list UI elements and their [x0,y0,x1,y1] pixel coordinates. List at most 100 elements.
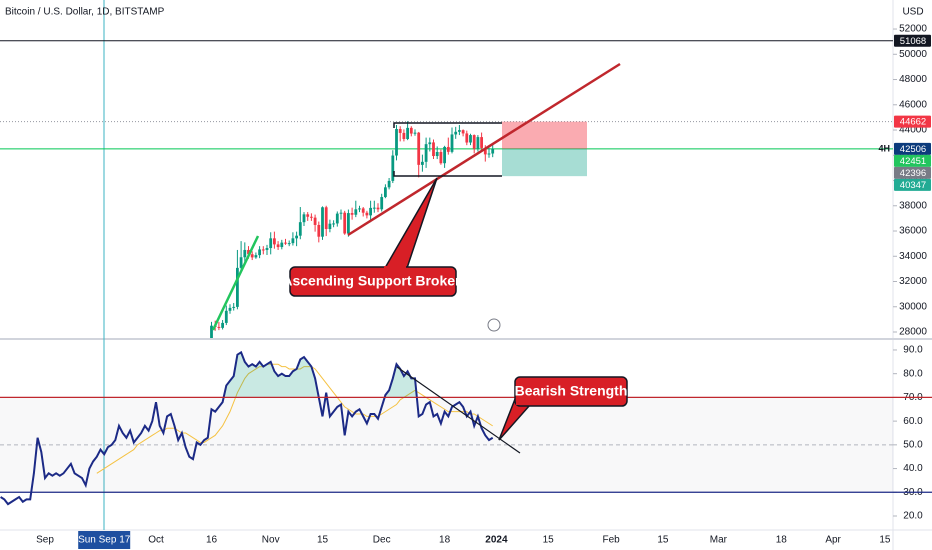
candle-body [465,133,469,143]
x-tick-label: 18 [439,535,451,546]
candle-body [228,307,232,311]
y-tick-label: 36000 [899,226,927,237]
candle-body [384,187,387,198]
candle-body [372,207,376,209]
price-label: 42451 [900,156,926,167]
callout-text: Ascending Support Broken [282,273,463,289]
candle-body [483,147,487,155]
price-label: 42506 [900,144,926,155]
candle-body [335,213,339,224]
x-tick-label: Sep [36,535,54,546]
candle-body [273,238,276,245]
x-tick-label: Nov [262,535,280,546]
candle-body [387,180,391,188]
candle-body [221,322,224,328]
candle-body [287,243,291,245]
candle-body [469,135,472,143]
target-zone [502,148,587,177]
candle-body [247,249,250,255]
callout-box [289,266,457,297]
candle-body [358,208,361,210]
candle-body [210,325,213,338]
candle-body [291,238,295,244]
x-tick-label: 15 [317,535,329,546]
candle-body [250,254,254,258]
candle-body [446,146,450,152]
x-tick-label: Mar [710,535,728,546]
y-tick-label: 50000 [899,49,927,60]
price-label-box [894,166,931,179]
y-tick-label: 50.0 [903,439,923,450]
trend-line-support [347,62,621,237]
candle-body [443,146,446,164]
candle-body [350,213,354,215]
candle-body [491,148,495,154]
y-tick-label: 44000 [899,125,927,136]
y-tick-label: 48000 [899,74,927,85]
candle-body [265,248,269,250]
x-tick-label: Feb [602,535,620,546]
x-tick-label: 15 [657,535,669,546]
candle-body [239,257,243,268]
candle-body [276,244,280,248]
candle-body [417,132,421,165]
y-tick-label: 80.0 [903,368,923,379]
x-tick-label: 15 [879,535,891,546]
candle-body [298,222,302,236]
candle-body [236,267,239,307]
candle-body [347,213,350,234]
price-label-box [894,115,931,128]
candle-body [306,214,310,217]
candle-body [454,131,458,135]
candle-body [258,249,261,256]
candle-body [243,249,247,258]
candle-body [487,153,491,155]
candle-body [339,212,343,214]
callout-joint [516,393,520,405]
x-tick-label: Oct [148,535,164,546]
candle-body [376,207,380,210]
y-tick-label: 38000 [899,200,927,211]
candle-body [310,216,313,218]
price-label-box [894,142,931,155]
candle-body [480,137,483,148]
y-tick-label: 40.0 [903,463,923,474]
price-label: 51068 [900,36,926,47]
candle-body [428,142,432,145]
callout-joint [384,266,406,270]
x-tick-label: 15 [543,535,555,546]
event-icon [487,318,501,332]
y-tick-label: 34000 [899,251,927,262]
candle-body [476,137,480,149]
candle-body [402,132,406,139]
price-label: 44662 [900,117,926,128]
candle-body [324,207,328,229]
candle-body [317,224,321,237]
rsi-overbought-fill [0,352,493,398]
candle-body [343,212,347,234]
y-tick-label: 28000 [899,327,927,338]
trend-line-green [211,235,260,331]
y-tick-label: 46000 [899,99,927,110]
candle-body [232,306,236,308]
rsi-pane [0,350,893,506]
x-tick-label: 18 [776,535,788,546]
candle-body [398,129,402,133]
y-tick-label: 60.0 [903,416,923,427]
candle-body [321,207,324,237]
timeframe-label: 4H [878,143,890,153]
callout-text: Bearish Strength [515,383,628,399]
x-tick-label: 2024 [485,535,508,546]
x-tick-label: Dec [373,535,391,546]
candle-body [269,238,273,249]
candle-body [313,217,317,225]
drawings: Ascending Support Broken Bearish Strengt… [211,62,628,454]
price-label-box [894,34,931,47]
x-tick-label: 16 [206,535,218,546]
candle-body [365,212,369,216]
candle-body [391,155,395,181]
candle-body [406,127,409,139]
channel-bottom [393,171,502,177]
candle-body [302,214,306,223]
